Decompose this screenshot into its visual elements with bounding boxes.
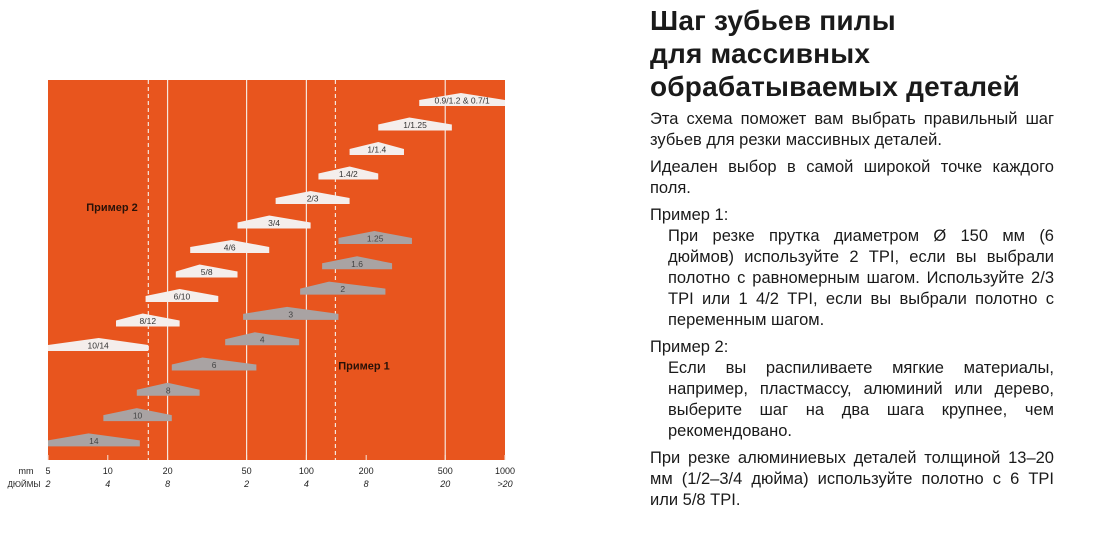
axis-label-mm: mm: [19, 466, 34, 476]
description-column: Шаг зубьев пилы для массивных обрабатыва…: [650, 4, 1054, 517]
tick-label-mm: 1000: [495, 466, 515, 476]
grey-band: [225, 332, 300, 346]
tick-label-mm: 500: [438, 466, 453, 476]
example-1-label: Пример 1: [338, 361, 390, 373]
grey-band: [338, 231, 412, 244]
white-band: [349, 142, 404, 155]
example1-label: Пример 1:: [650, 206, 729, 224]
white-band-label: 5/8: [201, 267, 213, 277]
tick-label-inch: 8: [364, 479, 369, 489]
grey-band-label: 6: [212, 360, 217, 370]
white-band-label: 1/1.4: [367, 145, 386, 155]
white-band-label: 3/4: [268, 218, 280, 228]
grey-band: [103, 408, 172, 422]
white-band: [116, 313, 180, 327]
tick-label-mm: 10: [103, 466, 113, 476]
aluminium-text: При резке алюминиевых деталей толщиной 1…: [650, 449, 1054, 509]
tick-label-inch: 2: [44, 479, 50, 489]
title-line: обрабатываемых деталей: [650, 71, 1021, 102]
grey-band-label: 10: [133, 411, 143, 421]
chart-background: [48, 80, 505, 460]
tick-label-mm: 50: [242, 466, 252, 476]
example2-text: Если вы распиливаете мягкие материалы, н…: [668, 359, 1054, 440]
tick-label-mm: 5: [45, 466, 50, 476]
title-line: для массивных: [650, 38, 871, 69]
grey-band: [243, 306, 339, 320]
white-band: [145, 289, 219, 302]
tick-label-mm: 100: [299, 466, 314, 476]
grey-band: [48, 433, 140, 447]
white-band-label: 1/1.25: [403, 120, 427, 130]
page-title: Шаг зубьев пилы для массивных обрабатыва…: [650, 4, 1054, 103]
white-band-label: 10/14: [88, 341, 110, 351]
grey-band-label: 3: [288, 309, 293, 319]
white-band-label: 0.9/1.2 & 0.7/1: [434, 96, 490, 106]
white-band: [237, 215, 311, 229]
white-band-label: 1.4/2: [339, 169, 358, 179]
white-band: [48, 338, 149, 351]
white-band-label: 2/3: [307, 194, 319, 204]
white-band: [318, 166, 379, 180]
tick-label-inch: 20: [439, 479, 450, 489]
white-band-label: 8/12: [140, 316, 157, 326]
grey-band-label: 1.6: [351, 259, 363, 269]
white-band: [275, 191, 350, 204]
example2-label: Пример 2:: [650, 338, 729, 356]
grey-band-label: 8: [166, 385, 171, 395]
grey-band: [322, 256, 393, 270]
tick-label-mm: 200: [359, 466, 374, 476]
example-2-label: Пример 2: [86, 202, 138, 214]
tick-label-inch: >20: [497, 479, 512, 489]
tick-label-inch: 4: [304, 479, 309, 489]
grey-band-label: 4: [260, 335, 265, 345]
grey-band-label: 1.25: [367, 234, 384, 244]
white-band: [419, 93, 505, 106]
tick-label-inch: 4: [105, 479, 110, 489]
tick-label-inch: 2: [243, 479, 249, 489]
white-band-label: 6/10: [174, 292, 191, 302]
white-band-label: 4/6: [224, 243, 236, 253]
title-line: Шаг зубьев пилы: [650, 5, 896, 36]
axis-label-inch: ДЮЙМЫ: [8, 480, 41, 489]
grey-band: [171, 357, 257, 371]
intro-text: Эта схема поможет вам выбрать правильный…: [650, 110, 1054, 149]
ideal-text: Идеален выбор в самой широкой точке кажд…: [650, 158, 1054, 197]
tick-label-mm: 20: [163, 466, 173, 476]
grey-band: [300, 281, 386, 295]
example1-text: При резке прутка диаметром Ø 150 мм (6 д…: [668, 227, 1054, 329]
grey-band: [136, 382, 200, 396]
white-band: [190, 240, 270, 253]
grey-band-label: 14: [89, 436, 99, 446]
white-band: [378, 117, 452, 131]
white-band: [175, 264, 238, 278]
tick-label-inch: 8: [165, 479, 170, 489]
tooth-pitch-chart: 0.9/1.2 & 0.7/1 1/1.25 1/1.4 1.4/2 2/3 3/4 4/6…: [8, 80, 515, 489]
grey-band-label: 2: [340, 284, 345, 294]
